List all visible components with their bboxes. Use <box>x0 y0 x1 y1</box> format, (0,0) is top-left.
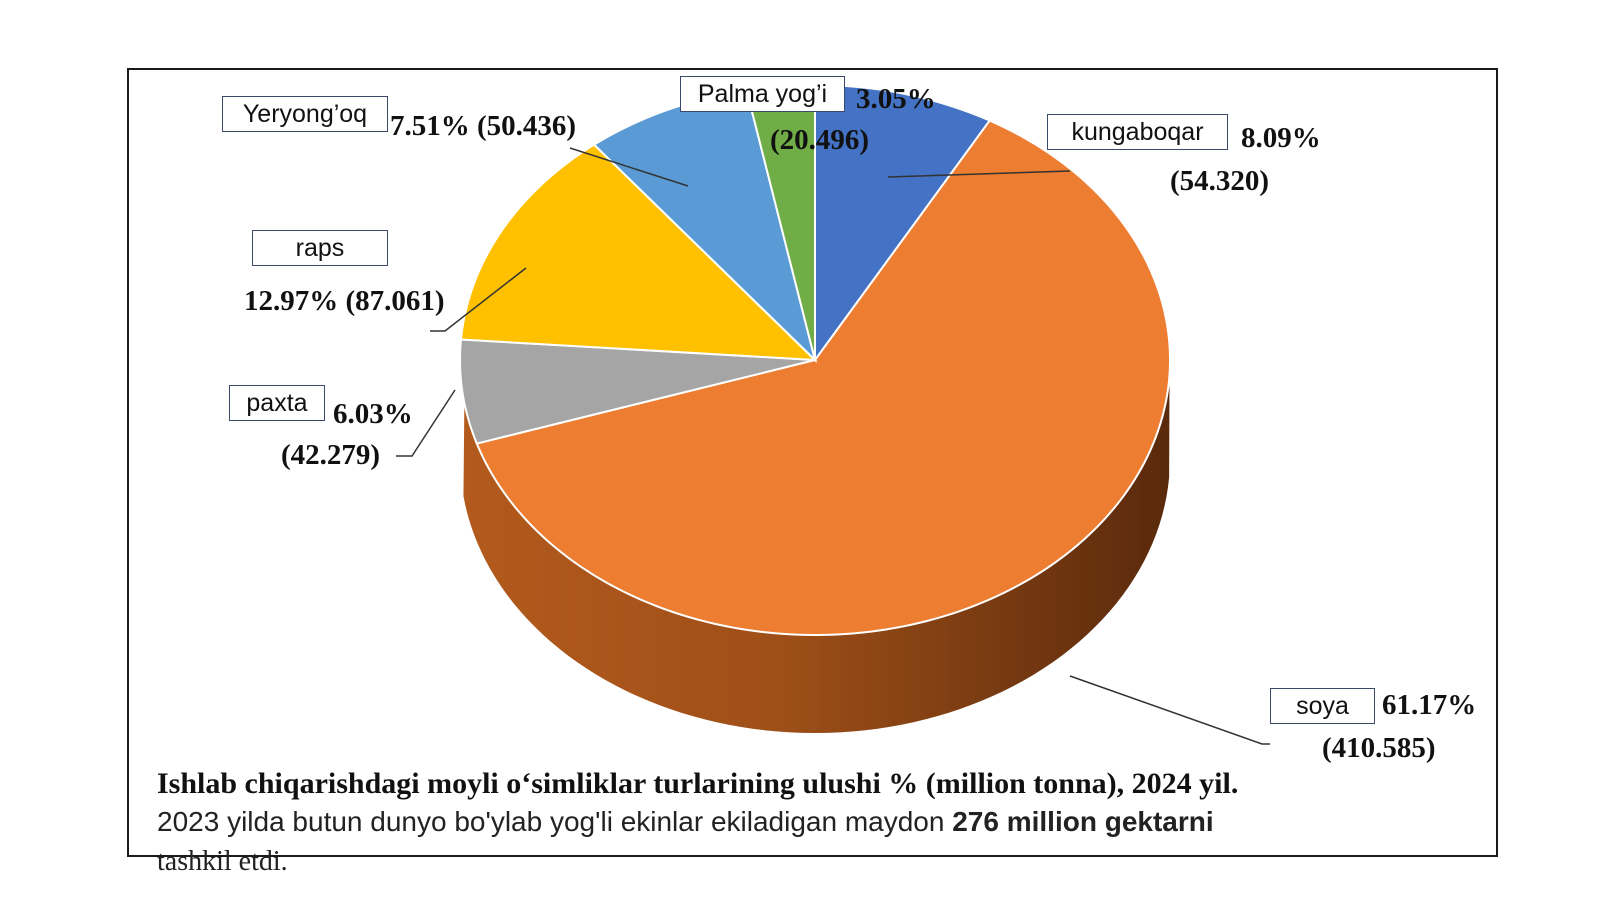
chart-note-line2: tashkil etdi. <box>157 846 288 877</box>
pie-slices <box>459 83 1171 636</box>
slice-percent-kungaboqar: 8.09% <box>1241 122 1321 154</box>
leader-raps <box>430 267 527 332</box>
label-box-raps: raps <box>252 230 388 266</box>
slice-value-yeryongoq: 7.51% (50.436) <box>390 110 577 142</box>
leader-soya <box>1069 675 1270 745</box>
slice-percent-palma: 3.05% <box>856 83 936 115</box>
slice-percent-soya: 61.17% <box>1382 689 1477 721</box>
slice-value-soya: (410.585) <box>1322 732 1436 764</box>
note-bold: 276 million gektarni <box>952 806 1214 837</box>
slice-value-raps: 12.97% (87.061) <box>244 285 445 317</box>
label-box-yeryongoq: Yeryong’oq <box>222 96 388 132</box>
leader-yeryongoq <box>569 147 689 187</box>
leader-paxta <box>396 389 456 457</box>
chart-note: 2023 yilda butun dunyo bo'ylab yog'li ek… <box>157 806 1214 838</box>
leader-lines <box>396 147 1270 745</box>
label-box-soya: soya <box>1270 688 1375 724</box>
slice-value-kungaboqar: (54.320) <box>1170 165 1270 197</box>
pie-slice-soya <box>475 119 1171 636</box>
label-box-kungaboqar: kungaboqar <box>1047 114 1228 150</box>
leader-kungaboqar <box>887 170 1071 178</box>
chart-frame <box>127 68 1498 857</box>
chart-caption: Ishlab chiqarishdagi moyli o‘simliklar t… <box>157 767 1239 800</box>
slice-value-paxta: (42.279) <box>281 439 381 471</box>
note-prefix: 2023 yilda butun dunyo bo'ylab yog'li ek… <box>157 806 953 837</box>
side-wall-soya <box>463 374 1170 733</box>
slice-percent-paxta: 6.03% <box>333 398 413 430</box>
label-box-palma: Palma yog’i <box>680 76 845 112</box>
pie-slice-raps <box>459 143 818 362</box>
label-box-paxta: paxta <box>229 385 325 421</box>
pie-side-wall <box>463 374 1170 733</box>
pie-slice-paxta <box>459 338 816 445</box>
slice-value-palma: (20.496) <box>770 124 870 156</box>
